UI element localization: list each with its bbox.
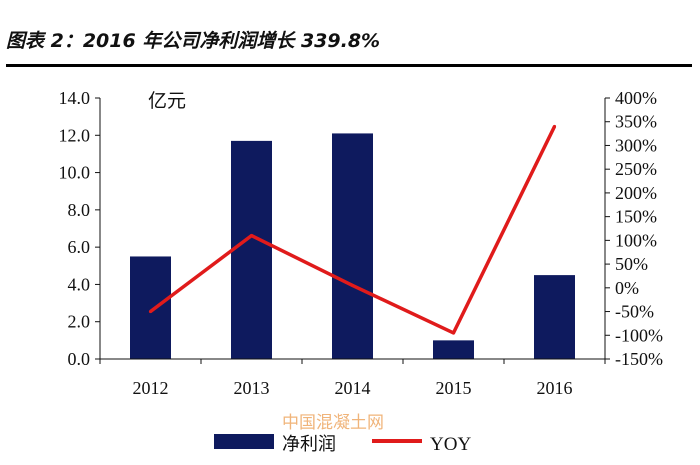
yoy-point-2015 [451, 331, 456, 335]
right-tick-label: -50% [615, 302, 654, 322]
x-tick-label: 2016 [537, 378, 573, 398]
net-profit-bars [130, 133, 575, 359]
yoy-point-2016 [552, 124, 557, 129]
right-tick-label: 50% [615, 254, 648, 274]
chart-title: 图表 2：2016 年公司净利润增长 339.8% [6, 30, 381, 52]
left-tick-label: 2.0 [68, 312, 91, 332]
x-tick-label: 2013 [234, 378, 270, 398]
right-axis: -150% -100% -50% 0% 50% 100% 150% 200% 250% 300% 3… [604, 88, 663, 369]
right-tick-label: 200% [615, 183, 657, 203]
x-tick-label: 2015 [436, 378, 472, 398]
left-axis-unit: 亿元 [148, 90, 186, 112]
right-tick-label: -100% [615, 325, 663, 345]
watermark-text: 中国混凝土网 [282, 413, 384, 433]
yoy-point-2014 [350, 283, 355, 288]
left-tick-label: 8.0 [68, 200, 91, 220]
yoy-point-2013 [249, 234, 254, 238]
x-tick-label: 2014 [335, 378, 371, 398]
left-tick-label: 6.0 [68, 237, 91, 257]
legend-bar-swatch [214, 434, 274, 449]
legend-line-label: YOY [430, 434, 471, 455]
right-tick-label: 250% [615, 159, 657, 179]
bar-2014 [332, 133, 373, 359]
bar-2013 [231, 140, 272, 359]
title-divider [6, 64, 692, 67]
legend-bar-label: 净利润 [282, 434, 336, 455]
right-tick-label: -150% [615, 349, 663, 369]
legend: 净利润 YOY [214, 434, 471, 455]
left-tick-label: 0.0 [68, 349, 91, 369]
right-tick-label: 400% [615, 88, 657, 108]
yoy-point-2012 [148, 309, 153, 314]
yoy-series [148, 124, 557, 335]
bar-2012 [130, 256, 171, 359]
x-axis: 2012 2013 2014 2015 2016 [99, 358, 606, 398]
left-tick-label: 14.0 [59, 88, 91, 108]
right-tick-label: 300% [615, 135, 657, 155]
right-tick-label: 350% [615, 112, 657, 132]
right-tick-label: 150% [615, 207, 657, 227]
left-tick-label: 10.0 [59, 163, 91, 183]
x-tick-label: 2012 [133, 378, 169, 398]
right-tick-label: 0% [615, 278, 639, 298]
left-tick-label: 4.0 [68, 274, 91, 294]
bar-2015 [433, 340, 474, 359]
left-axis: 0.0 2.0 4.0 6.0 8.0 10.0 12.0 14.0 [59, 88, 101, 369]
bar-2016 [534, 275, 575, 359]
right-tick-label: 100% [615, 230, 657, 250]
left-tick-label: 12.0 [59, 125, 91, 145]
